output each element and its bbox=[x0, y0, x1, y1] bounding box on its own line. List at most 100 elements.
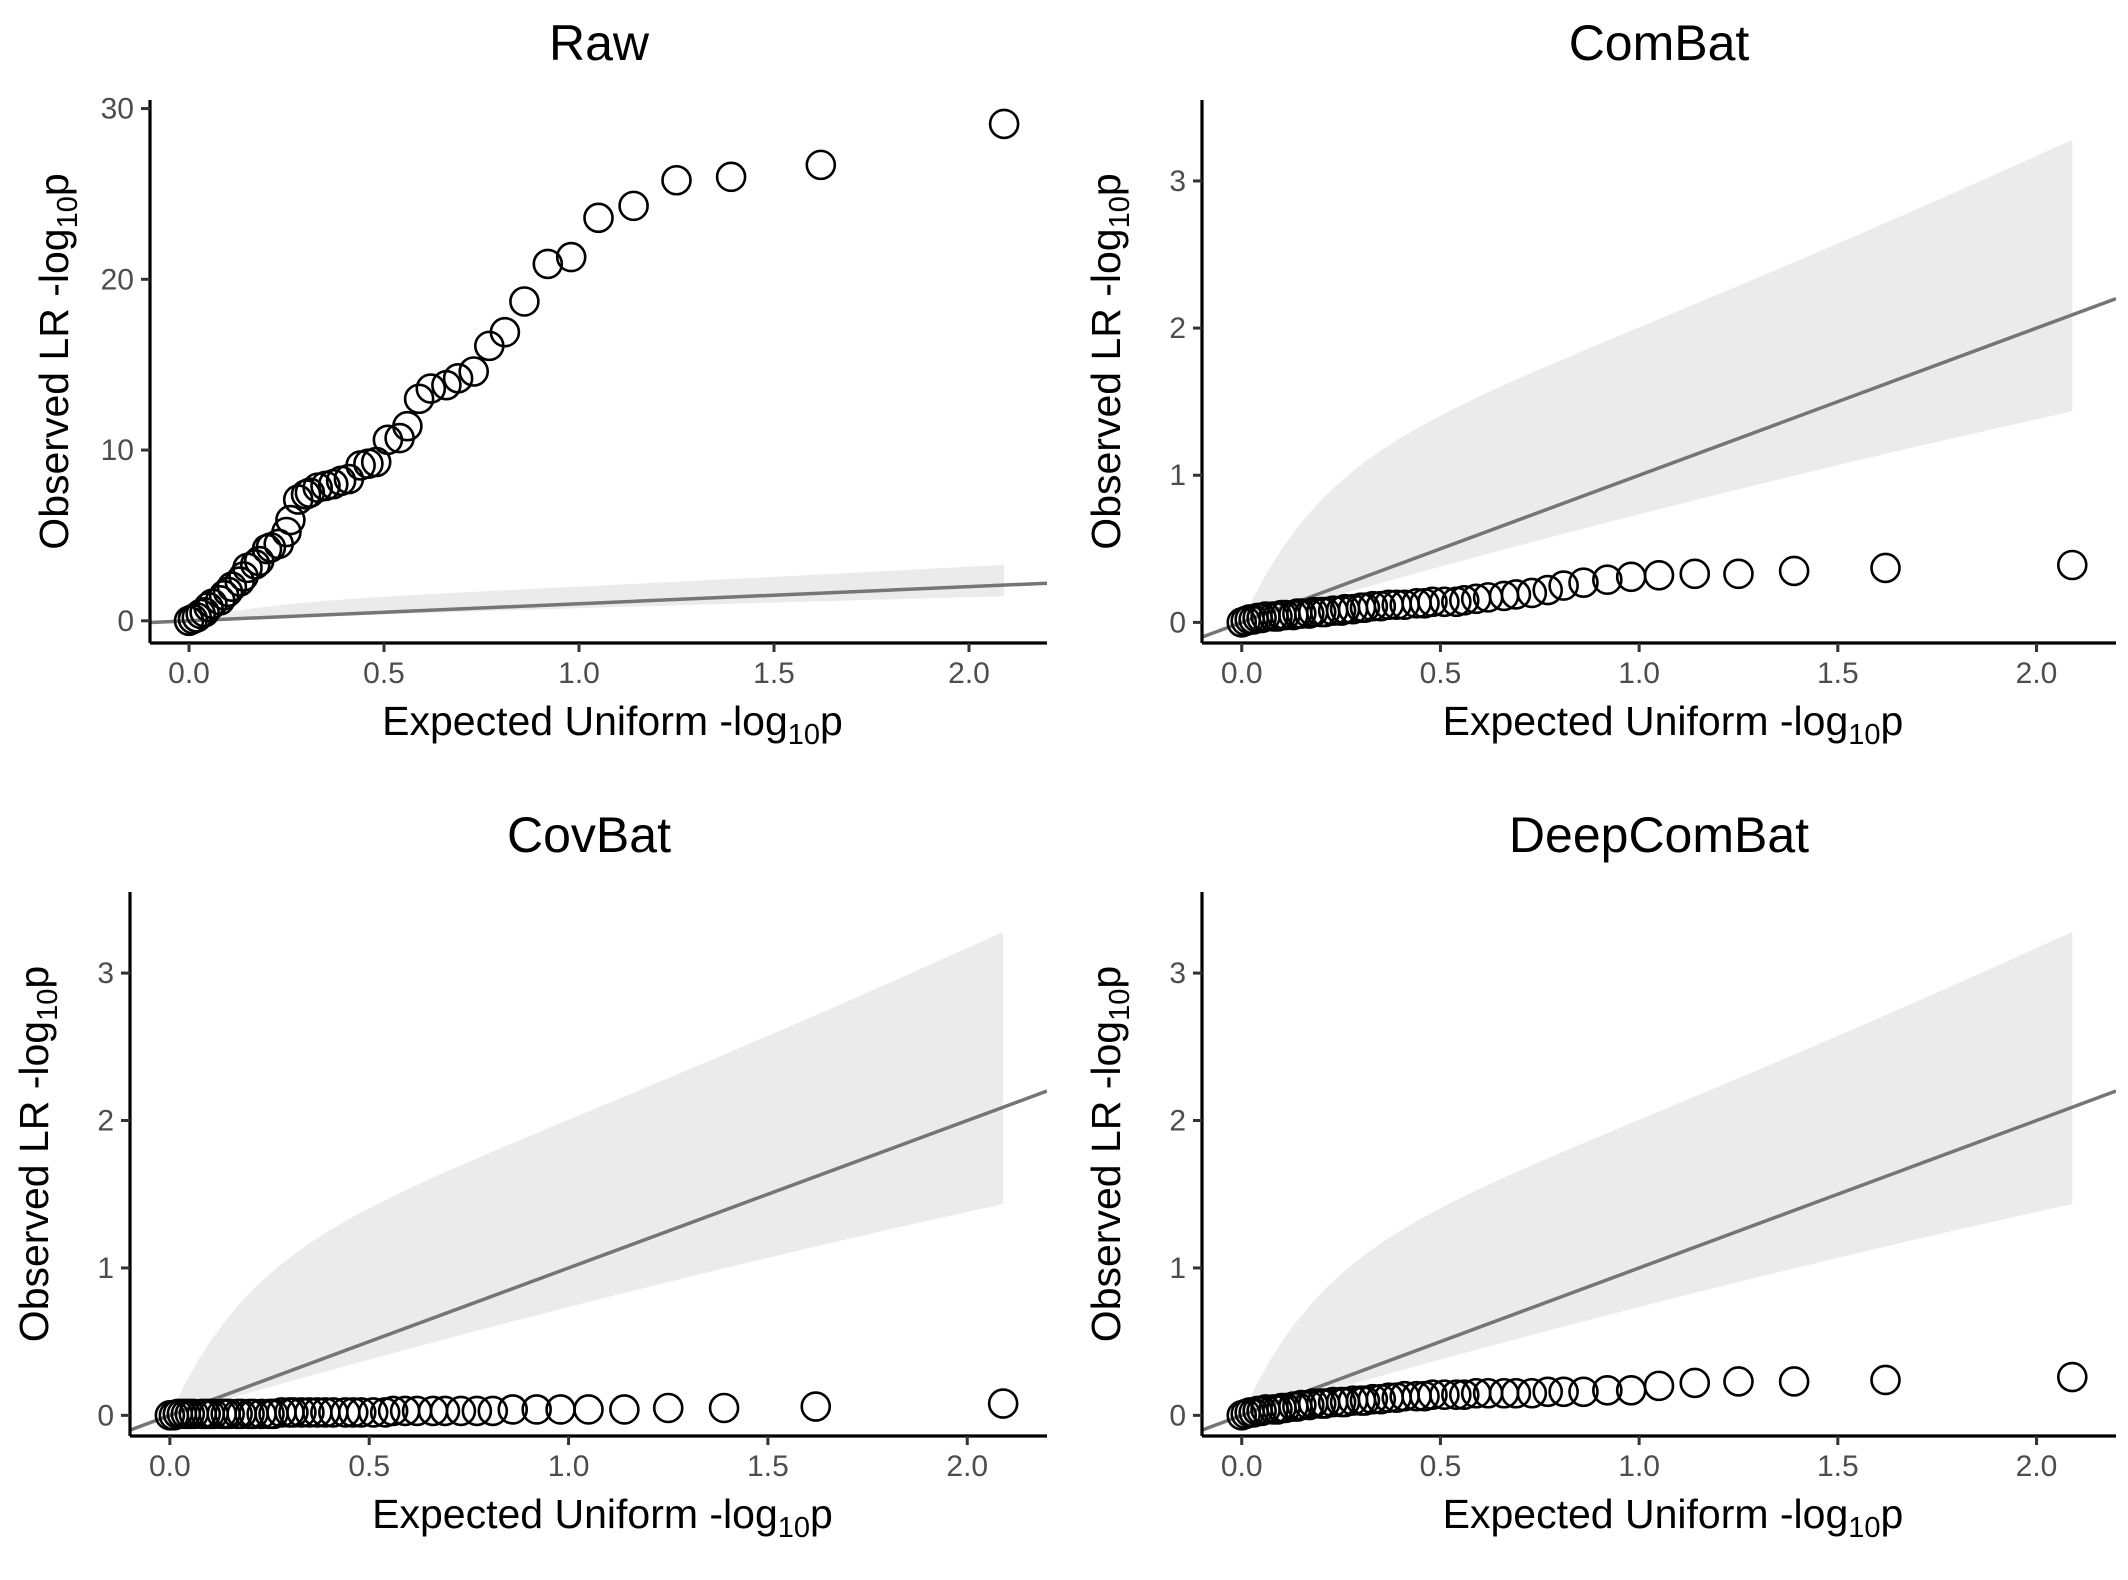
y-axis-title-main: Observed LR -log bbox=[1083, 228, 1129, 549]
data-point bbox=[1441, 1379, 1472, 1411]
data-point bbox=[417, 1395, 449, 1427]
plot-area bbox=[150, 564, 1047, 625]
x-tick-label: 0.0 bbox=[168, 657, 210, 690]
panel-deepcombat: 0.0 0.5 1.0 1.5 2.0 0 1 2 3 DeepComBat Expected Un… bbox=[1083, 807, 2116, 1544]
x-tick-label: 1.0 bbox=[1618, 657, 1660, 690]
y-axis-title-main: Observed LR -log bbox=[31, 228, 77, 549]
data-point bbox=[555, 241, 587, 273]
data-point bbox=[800, 1391, 832, 1422]
data-point bbox=[384, 422, 415, 454]
x-axis-title-subscript: 10 bbox=[1848, 1512, 1880, 1544]
data-point bbox=[1679, 558, 1711, 590]
data-point bbox=[2056, 1361, 2088, 1393]
data-point bbox=[1615, 561, 1647, 593]
data-point bbox=[661, 164, 692, 196]
y-axis-title: Observed LR -log10p bbox=[1083, 173, 1136, 549]
x-axis-title: Expected Uniform -log10p bbox=[382, 698, 843, 751]
data-point bbox=[1381, 589, 1413, 621]
data-point bbox=[987, 1388, 1019, 1419]
confidence-band bbox=[189, 564, 1005, 621]
data-point bbox=[2056, 549, 2088, 581]
x-axis-title-subscript: 10 bbox=[788, 719, 820, 751]
data-point bbox=[1568, 1376, 1599, 1408]
y-tick-label: 30 bbox=[101, 93, 134, 126]
data-point bbox=[477, 1395, 509, 1427]
reference-line bbox=[130, 1089, 1047, 1432]
y-axis-title-subscript: 10 bbox=[52, 196, 84, 228]
data-point bbox=[275, 504, 306, 536]
data-point bbox=[415, 373, 447, 404]
x-tick-label: 1.5 bbox=[753, 657, 795, 690]
panel-covbat: 0.0 0.5 1.0 1.5 2.0 0 1 2 3 CovBat Expected Unifor… bbox=[11, 807, 1047, 1544]
x-tick-label: 1.0 bbox=[558, 657, 600, 690]
data-point bbox=[715, 161, 747, 193]
x-tick-label: 0.5 bbox=[1420, 657, 1462, 690]
data-point bbox=[173, 605, 205, 637]
data-point bbox=[212, 576, 244, 608]
data-point bbox=[1532, 1376, 1564, 1408]
panel-title: DeepComBat bbox=[1509, 807, 1809, 863]
data-point bbox=[1870, 552, 1901, 584]
y-axis-title-subscript: 10 bbox=[1104, 196, 1136, 228]
data-point bbox=[1488, 1377, 1520, 1409]
x-tick-label: 2.0 bbox=[2016, 657, 2058, 690]
x-axis-title: Expected Uniform -log10p bbox=[372, 1491, 833, 1544]
y-tick-label: 10 bbox=[101, 434, 134, 467]
plot-area bbox=[1202, 931, 2116, 1432]
y-tick-label: 20 bbox=[101, 263, 134, 296]
data-point bbox=[545, 1394, 576, 1425]
data-point bbox=[1448, 1379, 1480, 1411]
x-axis-title-suffix: p bbox=[810, 1491, 833, 1537]
x-axis-title-main: Expected Uniform -log bbox=[372, 1491, 778, 1537]
x-axis-title-main: Expected Uniform -log bbox=[1443, 1491, 1849, 1537]
data-point bbox=[805, 149, 837, 181]
data-point bbox=[1226, 1400, 1258, 1431]
data-point bbox=[431, 369, 462, 401]
y-tick-label: 3 bbox=[97, 957, 114, 990]
panel-raw: 0.0 0.5 1.0 1.5 2.0 0 10 20 30 Raw Expected Unifor… bbox=[31, 15, 1047, 751]
x-axis-title-suffix: p bbox=[1881, 1491, 1904, 1537]
x-axis-title-suffix: p bbox=[820, 698, 843, 744]
x-tick-label: 1.5 bbox=[747, 1450, 789, 1483]
data-point bbox=[532, 248, 564, 280]
data-point bbox=[369, 1397, 401, 1428]
data-point bbox=[573, 1394, 604, 1425]
data-point bbox=[461, 1395, 493, 1427]
data-point bbox=[1778, 555, 1810, 587]
data-point bbox=[1226, 607, 1258, 638]
x-axis-title-subscript: 10 bbox=[778, 1512, 810, 1544]
data-point bbox=[282, 484, 314, 515]
plot-area bbox=[130, 931, 1047, 1432]
data-point bbox=[497, 1394, 529, 1425]
data-point bbox=[652, 1392, 684, 1424]
y-tick-label: 3 bbox=[1169, 957, 1186, 990]
y-axis-title: Observed LR -log10p bbox=[31, 173, 84, 549]
data-point bbox=[1500, 1377, 1532, 1409]
x-axis-title-main: Expected Uniform -log bbox=[1443, 698, 1849, 744]
y-axis-title-subscript: 10 bbox=[32, 989, 64, 1021]
y-tick-label: 3 bbox=[1169, 165, 1186, 198]
data-point bbox=[1472, 1377, 1504, 1409]
data-point bbox=[1532, 574, 1564, 606]
data-point bbox=[154, 1400, 186, 1431]
data-point bbox=[228, 561, 259, 592]
y-axis-title-main: Observed LR -log bbox=[1083, 1021, 1129, 1342]
data-point bbox=[1615, 1374, 1647, 1406]
data-point bbox=[389, 1395, 421, 1427]
data-point bbox=[310, 1397, 341, 1428]
panel-title: Raw bbox=[549, 15, 650, 71]
data-point bbox=[473, 330, 505, 362]
data-point bbox=[509, 286, 540, 317]
data-point bbox=[1679, 1367, 1711, 1399]
data-point bbox=[458, 356, 490, 387]
plot-area bbox=[1202, 139, 2116, 639]
panel-combat: 0.0 0.5 1.0 1.5 2.0 0 1 2 3 ComBat Expected Unifor… bbox=[1083, 15, 2116, 751]
data-point bbox=[1723, 558, 1754, 590]
data-point bbox=[290, 479, 322, 510]
data-point bbox=[445, 1395, 477, 1427]
x-tick-label: 0.5 bbox=[348, 1450, 390, 1483]
y-axis-title-suffix: p bbox=[1083, 966, 1129, 989]
data-point bbox=[1592, 564, 1623, 596]
x-tick-label: 0.5 bbox=[1420, 1450, 1462, 1483]
y-axis-title-main: Observed LR -log bbox=[11, 1021, 57, 1342]
